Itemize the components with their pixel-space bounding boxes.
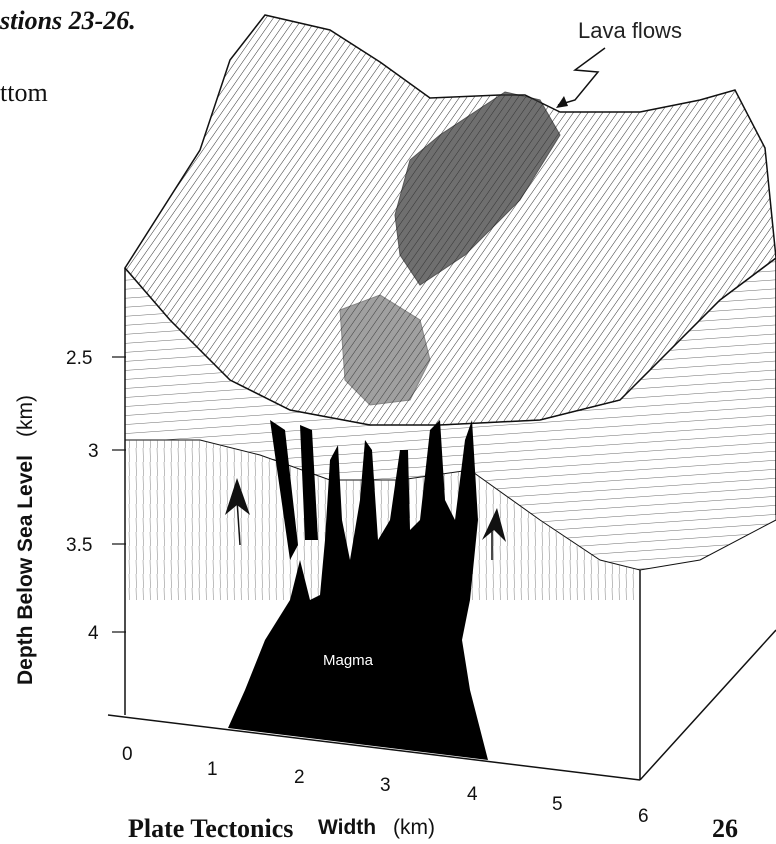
block-base-edge — [107, 714, 641, 781]
y-axis-unit: (km) — [14, 395, 37, 437]
y-tick-label: 3.5 — [66, 535, 92, 556]
footer-page-number: 26 — [712, 814, 738, 843]
y-tick-label: 2.5 — [66, 348, 92, 369]
magma-chamber — [228, 420, 488, 760]
lava-flow-field — [394, 91, 561, 286]
x-tick-label: 4 — [467, 784, 478, 805]
lava-flows-label: Lava flows — [578, 18, 682, 43]
page-text-fragment: ttom — [0, 78, 48, 107]
lava-flows-pointer — [557, 47, 606, 106]
x-tick-label: 2 — [294, 767, 305, 788]
x-tick-label: 5 — [552, 794, 563, 815]
magma-rise-arrow-left — [225, 478, 250, 546]
page-header-fragment: stions 23-26. — [0, 6, 136, 35]
x-tick-label: 1 — [207, 759, 218, 780]
magma-rise-arrow-right — [482, 508, 506, 560]
y-axis-title: Depth Below Sea Level — [14, 455, 37, 685]
y-tick-label: 3 — [88, 441, 99, 462]
x-axis-unit: (km) — [393, 816, 435, 839]
fracture-zone — [125, 440, 640, 600]
y-tick-label: 4 — [88, 623, 99, 644]
x-axis: 0 1 2 3 4 5 6 Width (km) — [122, 744, 649, 839]
x-tick-label: 6 — [638, 806, 649, 827]
x-tick-label: 0 — [122, 744, 133, 765]
footer-section-title: Plate Tectonics — [128, 814, 294, 843]
lava-flow-lower — [339, 294, 431, 406]
lava-flows-arrowhead — [556, 96, 568, 108]
x-tick-label: 3 — [380, 775, 391, 796]
magma-label: Magma — [323, 652, 374, 669]
block-right-bottom-edge — [639, 629, 776, 781]
x-axis-title: Width — [318, 816, 376, 839]
y-axis: 2.5 3 3.5 4 Depth Below Sea Level (km) — [14, 348, 126, 685]
